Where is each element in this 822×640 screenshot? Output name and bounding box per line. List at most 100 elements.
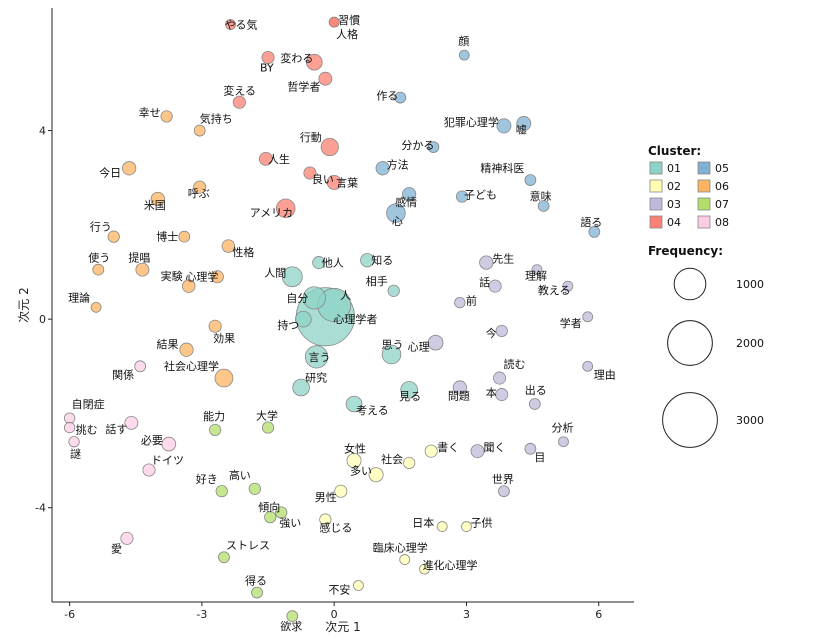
points-layer — [63, 16, 601, 623]
data-point — [400, 381, 418, 399]
data-point — [470, 444, 485, 459]
point-label: 呼ぶ — [188, 187, 210, 200]
data-point — [524, 174, 537, 186]
y-tick-label: -4 — [35, 502, 46, 515]
data-point — [403, 456, 416, 470]
data-point — [134, 360, 147, 373]
x-tick-label: 0 — [331, 608, 338, 621]
x-tick-label: 3 — [463, 608, 470, 621]
data-point — [386, 203, 406, 223]
data-point — [360, 253, 375, 268]
size-legend-label: 2000 — [736, 337, 764, 350]
point-label: 思う — [382, 339, 404, 352]
point-label: 人 — [340, 289, 351, 302]
point-label: 効果 — [213, 331, 235, 345]
data-point — [281, 266, 303, 288]
point-label: 本 — [486, 386, 497, 400]
data-point — [135, 262, 150, 277]
data-point — [107, 230, 120, 243]
cluster-legend-label: 01 — [667, 162, 681, 175]
point-label: 多い — [350, 464, 372, 478]
point-label: 感じる — [319, 522, 352, 535]
point-label: 方法 — [387, 157, 409, 171]
data-point — [251, 586, 263, 599]
data-point — [458, 49, 470, 61]
cluster-swatch-03 — [649, 197, 663, 211]
point-label: 心理学者 — [333, 312, 377, 326]
data-point — [531, 264, 543, 276]
point-label: 行動 — [300, 130, 322, 144]
point-label: 米国 — [144, 199, 166, 212]
data-point — [419, 563, 430, 575]
point-label: 他人 — [322, 257, 344, 270]
cluster-legend-label: 07 — [715, 198, 729, 211]
point-label: 人間 — [264, 267, 286, 280]
data-point — [261, 421, 275, 434]
legend: Cluster: Frequency: 01 02 03 04 05 06 07 08 1000… — [648, 144, 764, 448]
point-label: 不安 — [328, 583, 350, 597]
point-label: やる気 — [225, 18, 258, 32]
x-tick-label: -3 — [196, 608, 207, 621]
point-label: 心 — [392, 215, 403, 228]
point-label: 研究 — [305, 371, 327, 385]
point-label: 得る — [245, 575, 267, 588]
point-label: 相手 — [366, 274, 388, 288]
data-point — [399, 554, 411, 565]
data-point — [496, 118, 512, 134]
point-label: 顔 — [458, 34, 469, 48]
data-point — [304, 345, 329, 369]
size-legend-label: 1000 — [736, 278, 764, 291]
point-label: 習慣 — [338, 13, 360, 27]
point-label: 愛 — [111, 542, 122, 555]
point-label: 知る — [371, 253, 393, 267]
data-point — [394, 91, 407, 104]
point-label: 精神科医 — [480, 161, 524, 175]
cluster-swatch-04 — [649, 215, 663, 229]
data-point — [479, 255, 494, 270]
point-label: 性格 — [232, 245, 254, 259]
data-point — [436, 521, 448, 532]
data-point — [275, 198, 296, 219]
point-label: 感情 — [395, 196, 417, 209]
point-label: 使う — [88, 252, 110, 265]
y-tick-label: 4 — [39, 125, 46, 138]
point-label: 大学 — [256, 409, 278, 423]
point-label: 結果 — [156, 337, 178, 351]
point-label: 見る — [399, 390, 421, 403]
cluster-legend-label: 06 — [715, 180, 729, 193]
data-point — [225, 19, 236, 30]
point-label: 嘘 — [516, 124, 527, 137]
data-point — [454, 296, 466, 309]
point-label: 今日 — [99, 165, 121, 179]
data-point — [368, 467, 384, 483]
data-point — [582, 311, 594, 323]
x-axis-label: 次元 1 — [325, 620, 360, 634]
axes-layer: -6 -3 0 3 6 -4 0 4 — [35, 8, 634, 621]
point-label: 先生 — [492, 252, 514, 266]
point-label: 変わる — [280, 51, 313, 65]
data-point — [588, 226, 601, 238]
point-label: 挑む — [76, 423, 98, 437]
point-label: 持つ — [277, 318, 299, 332]
point-label: 考える — [356, 404, 389, 417]
point-label: 好き — [196, 472, 218, 486]
data-point — [179, 342, 194, 357]
data-point — [488, 279, 502, 293]
point-label: 目 — [534, 451, 545, 464]
data-point — [178, 230, 191, 243]
point-label: 子ども — [464, 189, 497, 202]
data-point — [218, 551, 230, 564]
data-point — [90, 301, 102, 313]
data-point — [215, 485, 228, 498]
point-label: 子供 — [470, 516, 492, 530]
data-point — [427, 141, 440, 153]
point-label: 必要 — [141, 434, 163, 447]
point-label: 理解 — [525, 269, 547, 283]
data-point — [424, 444, 438, 458]
point-label: 話す — [105, 422, 127, 436]
data-point — [495, 388, 509, 402]
point-label: 能力 — [203, 409, 225, 423]
cluster-swatch-05 — [697, 161, 711, 175]
y-axis-label: 次元 2 — [17, 287, 31, 322]
data-point — [232, 95, 246, 109]
